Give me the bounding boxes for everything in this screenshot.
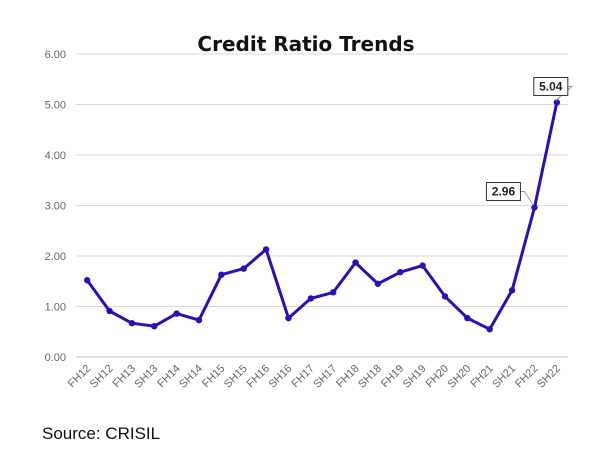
x-tick-label: FH20 bbox=[424, 363, 452, 391]
data-point bbox=[151, 322, 158, 330]
data-point bbox=[195, 316, 203, 324]
series-line bbox=[85, 101, 559, 331]
x-tick-label: SH18 bbox=[356, 363, 384, 391]
x-axis-ticks: FH12SH12FH13SH13FH14SH14FH15SH15FH16SH16… bbox=[66, 363, 563, 391]
data-point bbox=[531, 204, 538, 211]
y-tick-label: 2.00 bbox=[45, 251, 66, 263]
gridlines bbox=[76, 53, 568, 358]
y-tick-label: 0.00 bbox=[45, 352, 66, 364]
data-point bbox=[329, 289, 337, 296]
x-tick-label: SH13 bbox=[132, 363, 160, 391]
data-point bbox=[106, 307, 113, 315]
chart-title: Credit Ratio Trends bbox=[197, 32, 414, 56]
data-point bbox=[486, 326, 493, 333]
x-tick-label: FH12 bbox=[66, 363, 94, 391]
x-tick-label: FH14 bbox=[155, 363, 183, 391]
y-tick-label: 4.00 bbox=[45, 150, 66, 162]
x-tick-label: SH22 bbox=[535, 363, 563, 391]
data-point bbox=[397, 268, 404, 276]
data-point bbox=[464, 314, 471, 322]
credit-ratio-chart: Credit Ratio Trends 0.00 1.00 2.00 3.00 4.00… bbox=[45, 32, 574, 391]
data-point bbox=[553, 99, 561, 106]
source-note: Source: CRISIL bbox=[42, 424, 161, 443]
y-tick-label: 6.00 bbox=[45, 49, 66, 61]
data-point bbox=[285, 314, 292, 322]
data-point bbox=[508, 287, 516, 294]
data-point bbox=[419, 262, 426, 269]
x-tick-label: FH15 bbox=[200, 363, 228, 391]
data-point bbox=[441, 293, 449, 300]
y-tick-label: 5.00 bbox=[45, 100, 66, 112]
x-tick-label: SH12 bbox=[88, 363, 116, 391]
data-point bbox=[262, 246, 270, 253]
y-tick-label: 1.00 bbox=[45, 302, 66, 314]
data-point bbox=[240, 265, 247, 272]
callout-box bbox=[485, 182, 521, 202]
callout-leader bbox=[520, 191, 534, 206]
x-tick-label: SH19 bbox=[401, 363, 429, 391]
data-point bbox=[83, 277, 91, 284]
x-tick-label: SH15 bbox=[222, 363, 250, 391]
y-tick-label: 3.00 bbox=[45, 201, 66, 213]
data-point bbox=[173, 310, 180, 317]
annotations: 2.96 5.04 bbox=[485, 76, 574, 206]
x-tick-label: FH17 bbox=[289, 363, 317, 391]
data-point bbox=[307, 295, 315, 302]
data-label: 2.96 bbox=[492, 185, 516, 199]
data-label: 5.04 bbox=[539, 79, 563, 93]
x-tick-label: SH16 bbox=[267, 363, 295, 391]
callout-box bbox=[533, 76, 569, 96]
series bbox=[83, 99, 561, 333]
x-tick-label: SH21 bbox=[490, 363, 518, 391]
x-tick-label: FH22 bbox=[513, 363, 541, 391]
x-tick-label: FH16 bbox=[245, 363, 273, 391]
x-tick-label: SH17 bbox=[311, 363, 339, 391]
y-axis-ticks: 0.00 1.00 2.00 3.00 4.00 5.00 6.00 bbox=[45, 49, 66, 364]
x-tick-label: FH13 bbox=[111, 363, 139, 391]
x-tick-label: FH21 bbox=[468, 363, 496, 391]
data-point bbox=[218, 271, 225, 278]
x-tick-label: FH18 bbox=[334, 363, 362, 391]
x-tick-label: FH19 bbox=[379, 363, 407, 391]
data-point bbox=[352, 259, 359, 266]
data-point bbox=[374, 280, 382, 287]
x-tick-label: SH20 bbox=[446, 363, 474, 391]
x-tick-label: SH14 bbox=[177, 363, 205, 391]
data-point bbox=[128, 319, 136, 327]
